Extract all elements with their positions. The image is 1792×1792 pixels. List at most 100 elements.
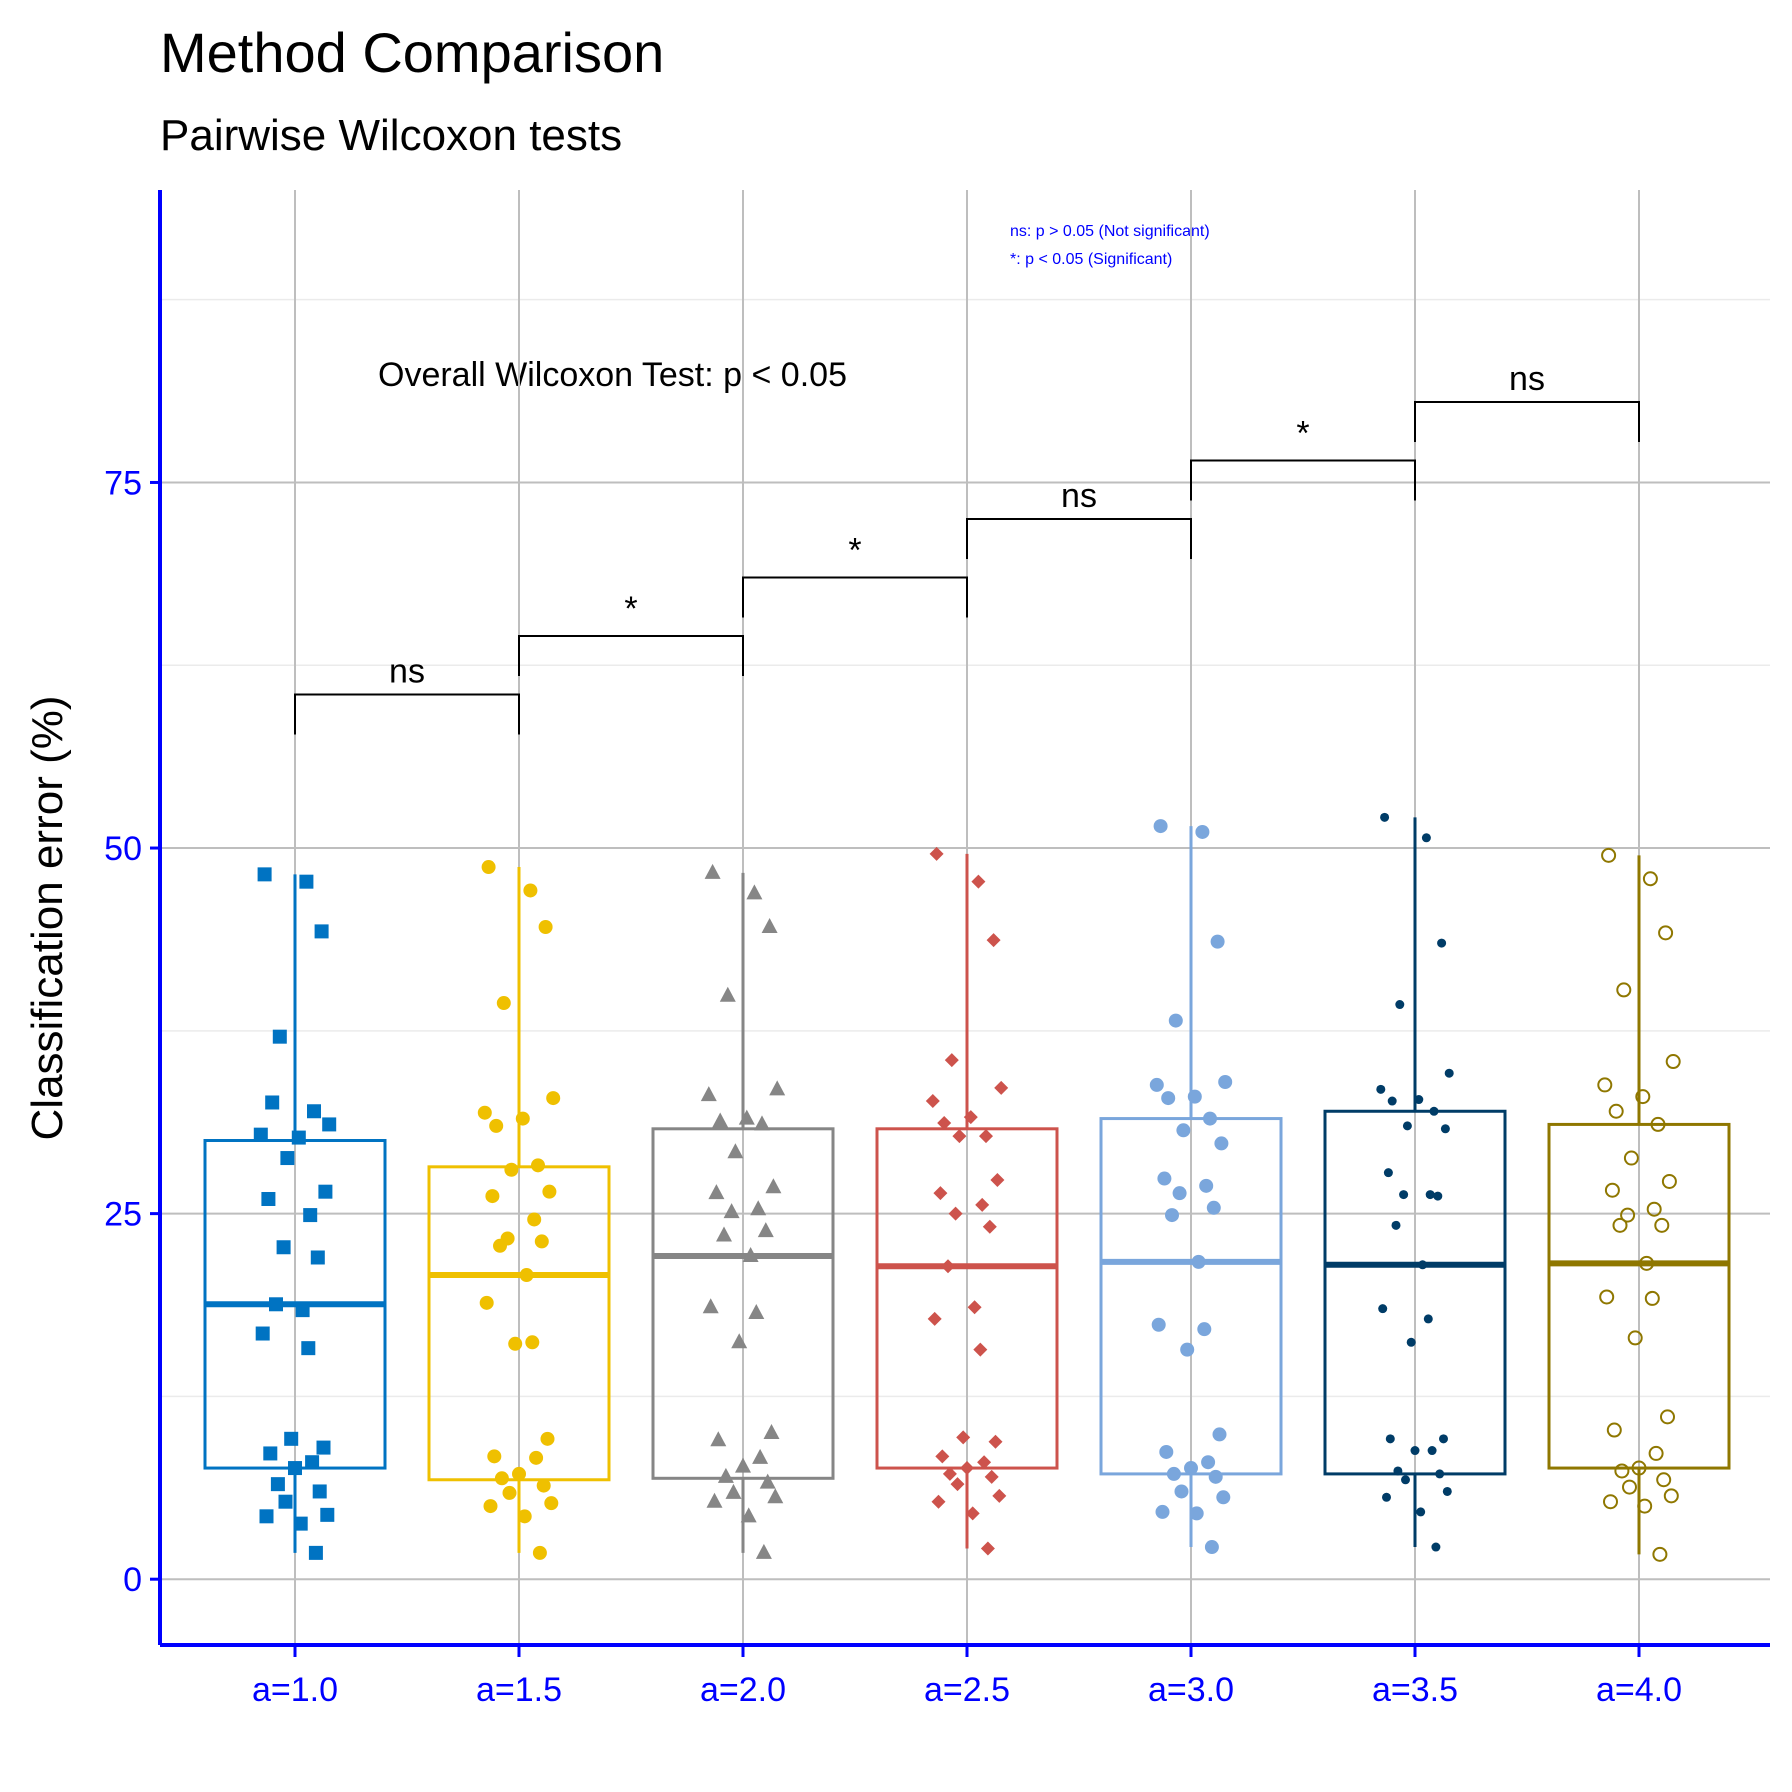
data-point [318,1184,333,1199]
data-point [1410,1446,1420,1456]
data-point [1157,1171,1172,1186]
data-point [1383,1168,1393,1178]
data-point [1654,1217,1670,1233]
data-point [288,1461,302,1476]
x-tick-label: a=3.0 [1148,1671,1234,1709]
data-point [765,1178,782,1194]
data-point [534,1234,549,1249]
data-point [1187,1089,1202,1104]
data-point [1382,1492,1391,1502]
data-point [1623,1150,1639,1166]
data-point [979,1129,993,1144]
data-point [508,1336,523,1351]
data-point [727,1143,744,1159]
data-point [261,1191,276,1206]
data-point [755,1543,772,1559]
data-point [1176,1123,1191,1138]
data-point [540,1431,555,1446]
y-tick-label: 0 [123,1561,142,1599]
data-point [1380,812,1390,822]
data-point [538,920,553,935]
data-point [933,1186,948,1201]
chart-subtitle: Pairwise Wilcoxon tests [160,111,622,160]
data-point [253,1127,268,1142]
bracket-line [1190,459,1416,501]
data-point [984,1469,999,1484]
data-point [512,1466,526,1481]
data-point [280,1151,295,1166]
y-tick-label: 25 [104,1196,142,1234]
data-point [740,1507,757,1523]
data-point [1391,1220,1401,1230]
data-point [948,1206,963,1221]
data-point [1180,1342,1195,1357]
data-point [952,1129,967,1144]
data-point [1597,1077,1613,1093]
data-point [483,1499,498,1514]
data-point [967,1300,982,1315]
data-point [293,1516,308,1531]
data-point [529,1450,544,1465]
comparison-bracket: ns [1414,360,1640,443]
legend-ns: ns: p > 0.05 (Not significant) [1010,223,1210,240]
data-point [517,1509,532,1524]
data-point [307,1104,321,1119]
data-point [1166,1466,1181,1481]
data-point [1189,1506,1204,1521]
significance-label: * [624,590,637,628]
data-point [496,996,511,1011]
data-point [710,1431,727,1447]
data-point [1155,1504,1170,1519]
data-point [1393,1466,1403,1476]
box [651,1127,835,1480]
data-point [1208,1469,1223,1484]
data-point [1665,1054,1681,1070]
data-point [1433,1191,1443,1201]
comparison-bracket: * [1190,415,1416,501]
data-point [1622,1479,1637,1495]
data-point [942,1466,957,1481]
data-point [1168,1013,1183,1028]
data-point [1204,1540,1219,1555]
data-point [1378,1304,1388,1314]
data-point [299,874,314,889]
data-point [1440,1124,1450,1134]
data-point [754,1115,770,1131]
data-point [259,1509,274,1524]
data-point [738,1109,755,1125]
box-group-a=1.5 [427,860,611,1560]
data-point [1442,1486,1452,1496]
data-point [525,1335,540,1350]
data-point [265,1095,280,1110]
box-group-a=3.0 [1099,819,1283,1555]
data-point [931,1494,946,1509]
data-point [1195,824,1210,839]
data-point [725,1483,742,1499]
data-point [1399,1190,1409,1200]
data-point [527,1212,542,1227]
data-point [1376,1084,1386,1094]
y-tick-label: 75 [104,464,142,502]
data-point [937,1115,952,1130]
data-point [1425,1190,1435,1200]
data-point [965,1506,980,1521]
data-point [719,986,736,1002]
data-point [1395,1000,1405,1010]
data-point [1439,1434,1448,1444]
data-point [927,1311,942,1326]
data-point [723,1203,740,1219]
data-point [546,1091,561,1106]
data-point [1429,1106,1439,1116]
data-point [308,1545,323,1560]
data-point [950,1477,965,1492]
data-point [977,1455,992,1470]
data-point [925,1094,940,1109]
data-point [1658,925,1674,941]
data-point [1201,1455,1216,1470]
data-point [276,1240,291,1255]
data-point [322,1117,337,1132]
data-point [270,1477,285,1492]
bracket-line [1414,401,1640,443]
comparison-bracket: ns [966,477,1192,560]
data-point [706,1492,723,1508]
